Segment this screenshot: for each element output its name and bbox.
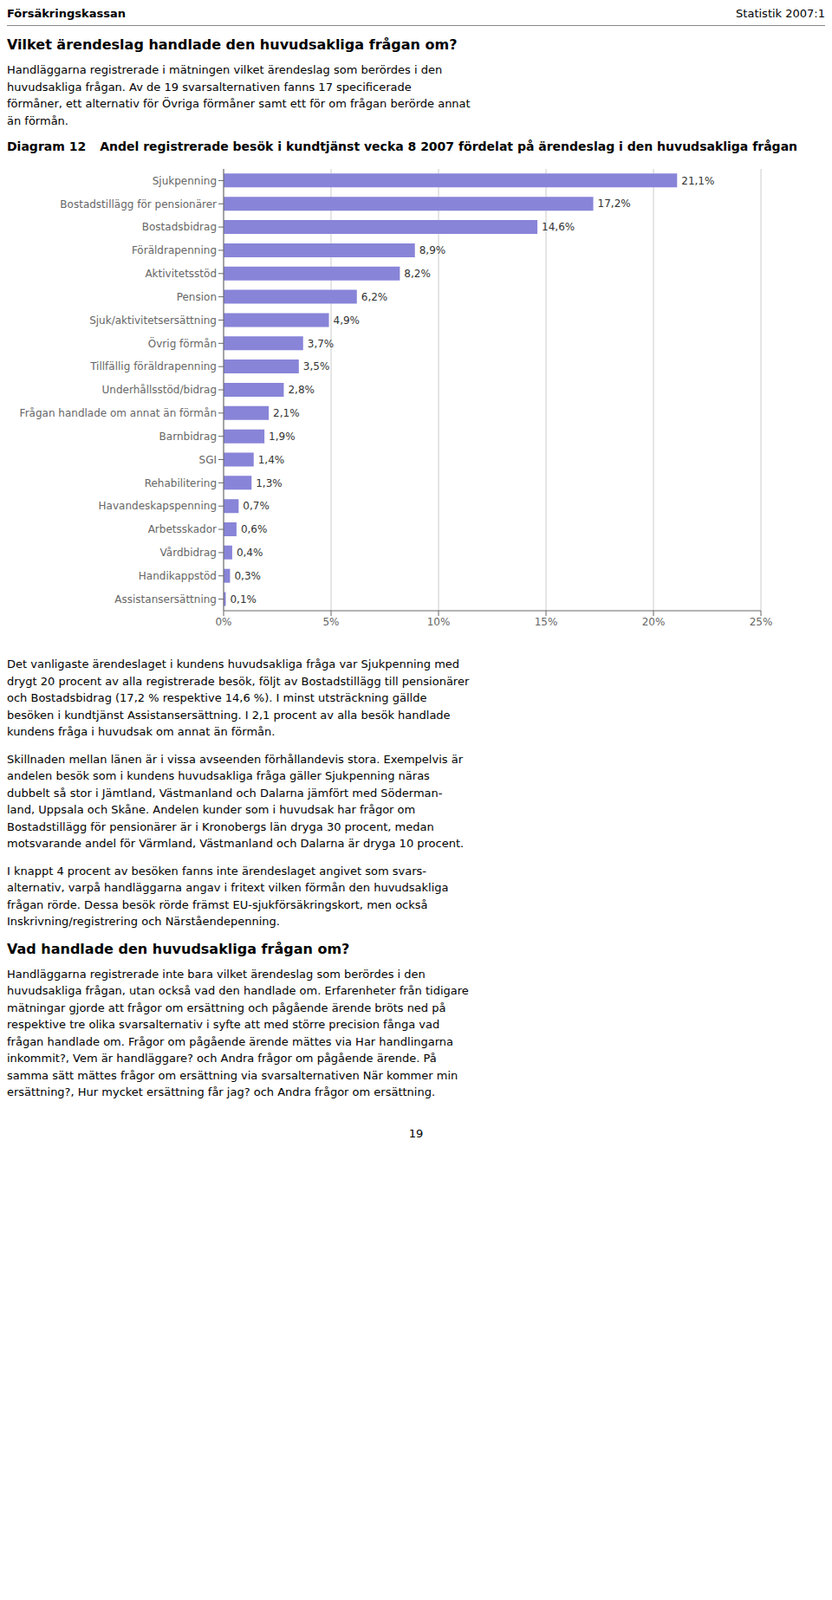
svg-text:Handikappstöd: Handikappstöd: [138, 570, 217, 583]
html-text:Handläggarna registrerade i mä: Handläggarna registrerade i mätningen vi…: [6, 63, 471, 127]
svg-text:Arbetsskador: Arbetsskador: [148, 523, 217, 536]
svg-text:20%: 20%: [642, 616, 666, 629]
svg-text:3,7%: 3,7%: [307, 338, 335, 351]
html-text:Det vanligaste ärendeslaget i: Det vanligaste ärendeslaget i kundens hu…: [6, 657, 470, 739]
svg-text:Assistansersättning: Assistansersättning: [114, 593, 217, 606]
svg-text:6,2%: 6,2%: [361, 291, 389, 304]
svg-text:Bostadstillägg för pensionärer: Bostadstillägg för pensionärer: [59, 198, 217, 211]
html-text:19: 19: [408, 1127, 424, 1141]
svg-text:8,9%: 8,9%: [419, 244, 446, 257]
svg-text:0,3%: 0,3%: [234, 570, 261, 583]
svg-text:3,5%: 3,5%: [303, 360, 331, 373]
svg-text:17,2%: 17,2%: [598, 197, 631, 210]
svg-text:25%: 25%: [749, 616, 774, 629]
svg-text:15%: 15%: [534, 616, 559, 629]
svg-text:0,4%: 0,4%: [236, 546, 264, 559]
svg-text:Underhållsstöd/bidrag: Underhållsstöd/bidrag: [102, 383, 217, 397]
svg-text:0%: 0%: [214, 616, 232, 629]
svg-text:0,1%: 0,1%: [229, 593, 257, 606]
svg-text:Tillfällig föräldrapenning: Tillfällig föräldrapenning: [89, 360, 217, 373]
svg-text:1,3%: 1,3%: [255, 477, 283, 490]
svg-text:10%: 10%: [427, 616, 451, 629]
svg-text:Sjukpenning: Sjukpenning: [152, 175, 217, 188]
html-text:Skillnaden mellan länen är i v: Skillnaden mellan länen är i vissa avsee…: [6, 752, 464, 851]
html-text:I knappt 4 procent av besöken: I knappt 4 procent av besöken fanns inte…: [6, 864, 449, 929]
svg-text:0,6%: 0,6%: [240, 523, 268, 536]
svg-text:2,8%: 2,8%: [287, 383, 315, 397]
svg-text:1,9%: 1,9%: [268, 430, 296, 443]
svg-text:2,1%: 2,1%: [273, 407, 300, 420]
svg-text:Barnbidrag: Barnbidrag: [159, 430, 217, 443]
svg-text:14,6%: 14,6%: [541, 221, 575, 234]
svg-text:Havandeskapspenning: Havandeskapspenning: [98, 500, 217, 513]
svg-text:Pension: Pension: [176, 291, 217, 304]
svg-text:21,1%: 21,1%: [681, 175, 715, 188]
html-text:Vad handlade den huvudsakliga: Vad handlade den huvudsakliga frågan om?: [6, 940, 350, 958]
svg-text:Bostadsbidrag: Bostadsbidrag: [142, 221, 217, 234]
svg-text:SGI: SGI: [199, 454, 217, 467]
html-text:Handläggarna registrerade inte: Handläggarna registrerade inte bara vilk…: [6, 967, 469, 1099]
html-text:Statistik 2007:1: Statistik 2007:1: [735, 6, 826, 20]
svg-text:0,7%: 0,7%: [242, 500, 270, 513]
html-text:Diagram 12: Diagram 12: [6, 139, 86, 154]
html-text:Försäkringskassan: Försäkringskassan: [6, 6, 126, 20]
svg-text:Rehabilitering: Rehabilitering: [144, 477, 217, 490]
svg-text:4,9%: 4,9%: [333, 314, 361, 327]
svg-text:5%: 5%: [322, 616, 339, 629]
svg-text:Sjuk/aktivitetsersättning: Sjuk/aktivitetsersättning: [89, 314, 217, 327]
svg-text:1,4%: 1,4%: [258, 454, 286, 467]
svg-text:Vårdbidrag: Vårdbidrag: [160, 546, 217, 559]
html-text:Andel registrerade besök i kun: Andel registrerade besök i kundtjänst ve…: [99, 139, 798, 154]
svg-text:Övrig förmån: Övrig förmån: [148, 336, 217, 351]
svg-text:8,2%: 8,2%: [403, 267, 431, 280]
svg-text:Aktivitetsstöd: Aktivitetsstöd: [144, 267, 217, 280]
svg-text:Föräldrapenning: Föräldrapenning: [131, 244, 217, 257]
svg-text:Frågan handlade om annat än fö: Frågan handlade om annat än förmån: [19, 407, 217, 420]
html-text:Vilket ärendeslag handlade den: Vilket ärendeslag handlade den huvudsakl…: [6, 36, 458, 53]
